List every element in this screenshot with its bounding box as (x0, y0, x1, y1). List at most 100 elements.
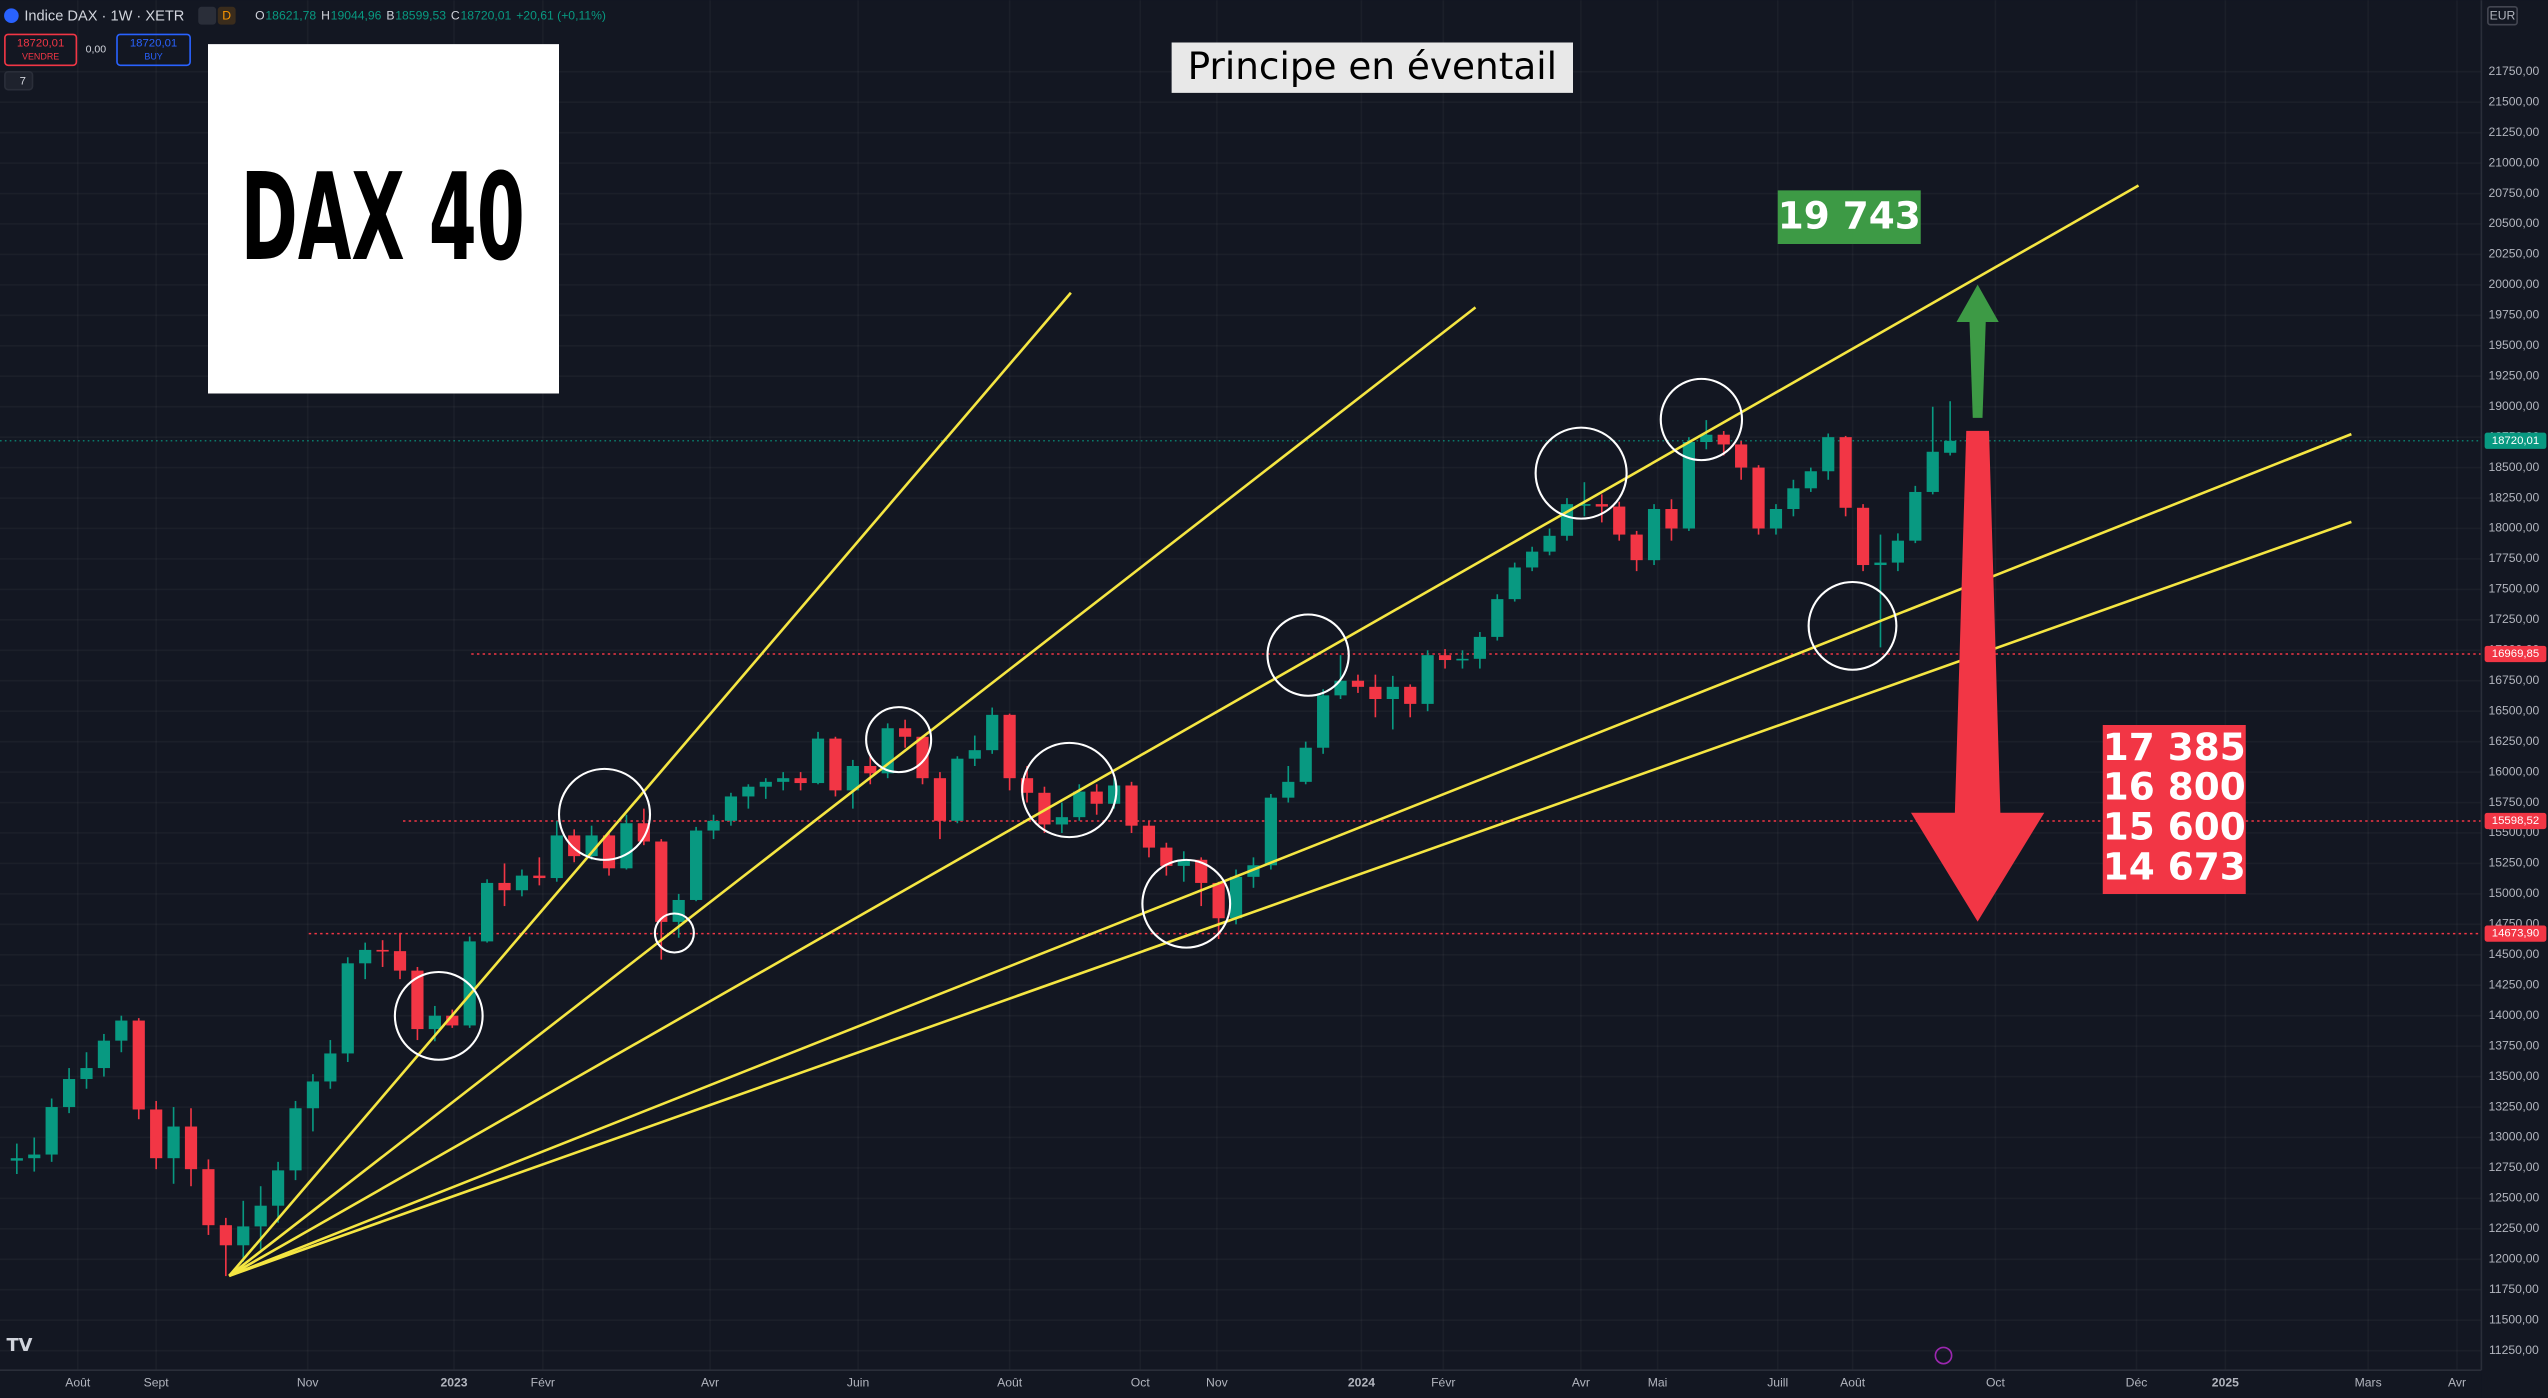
level-label-box (2484, 645, 2547, 663)
ohlc-key: B (386, 9, 394, 23)
candle-body (324, 1053, 337, 1082)
y-tick-label: 19750,00 (2488, 308, 2539, 322)
event-icon[interactable] (1934, 1346, 1953, 1365)
y-tick-label: 21250,00 (2488, 125, 2539, 139)
candle-body (1595, 504, 1608, 507)
y-tick-label: 16000,00 (2488, 764, 2539, 778)
candle-body (1630, 534, 1643, 561)
candle-body (1438, 655, 1452, 661)
x-tick-label: Nov (297, 1375, 320, 1389)
candle-body (637, 823, 650, 842)
toggle[interactable] (198, 6, 217, 25)
candle-body (1195, 859, 1208, 883)
last-price-label: 18720,01 (2492, 435, 2539, 447)
candle-body (132, 1020, 145, 1110)
x-tick-label: Mai (1648, 1375, 1668, 1389)
currency-box[interactable] (2487, 5, 2518, 26)
indicators-box[interactable] (4, 70, 34, 91)
candle-body (1891, 540, 1904, 563)
candle-body (899, 728, 912, 737)
y-tick-label: 12250,00 (2488, 1221, 2539, 1235)
y-tick-label: 21000,00 (2488, 155, 2539, 169)
candle-body (759, 781, 772, 787)
y-tick-label: 19250,00 (2488, 368, 2539, 382)
candle-body (1229, 876, 1243, 919)
candle-body (916, 736, 929, 779)
y-tick-label: 16500,00 (2488, 703, 2539, 717)
circle (865, 706, 933, 774)
title-box (1171, 42, 1573, 93)
buy-label[interactable]: BUY (144, 51, 162, 61)
candle-body (515, 875, 529, 891)
up-arrow (1956, 284, 1999, 418)
buy-price[interactable]: 18720,01 (130, 37, 177, 49)
sell-label[interactable]: VENDRE (22, 51, 59, 61)
candle-body (1351, 680, 1365, 687)
buy-button[interactable] (116, 33, 191, 67)
y-tick-label: 12750,00 (2488, 1160, 2539, 1174)
ohlc-key: C (451, 9, 460, 23)
y-tick-label: 17250,00 (2488, 612, 2539, 626)
y-tick-label: 20500,00 (2488, 216, 2539, 230)
candle-body (794, 778, 807, 784)
y-tick-label: 20000,00 (2488, 277, 2539, 291)
circle (1266, 613, 1350, 697)
ohlc-value: 19044,96 (331, 9, 382, 23)
y-tick-label: 11750,00 (2489, 1282, 2539, 1296)
candle-body (1822, 437, 1835, 472)
candles (10, 401, 1957, 1277)
x-tick-label: Mars (2355, 1375, 2382, 1389)
y-tick-label: 21750,00 (2488, 64, 2539, 78)
level-label-box (2484, 812, 2547, 830)
candle-body (80, 1068, 93, 1080)
indicators[interactable]: 7 (20, 76, 26, 88)
candle-body (777, 778, 790, 782)
spread: 0,00 (86, 44, 107, 56)
candle-body (1142, 825, 1156, 848)
candle-body (951, 758, 964, 821)
symbol[interactable]: Indice DAX · 1W · XETR (24, 8, 184, 24)
candle-body (1752, 467, 1765, 529)
x-tick-label: 2024 (1348, 1375, 1375, 1389)
logo-text: DAX 40 (241, 148, 525, 288)
y-tick-label: 14500,00 (2488, 947, 2539, 961)
levels (0, 440, 2482, 935)
candle-body (150, 1109, 163, 1159)
symbol-icon (4, 8, 19, 23)
currency[interactable]: EUR (2490, 9, 2516, 23)
level-label: 15598,52 (2492, 815, 2539, 827)
candle-body (533, 875, 546, 879)
chart-title: Principe en éventail (1188, 44, 1557, 88)
fan-line (228, 432, 2352, 1278)
candle-body (45, 1107, 58, 1155)
x-tick-label: Août (1840, 1375, 1866, 1389)
fan-line (228, 520, 2352, 1278)
candle-body (393, 951, 407, 971)
x-tick-label: 2023 (440, 1375, 467, 1389)
candle-body (1665, 509, 1678, 529)
candle-body (1473, 636, 1486, 659)
sell-button[interactable] (4, 33, 78, 67)
candle-body (1578, 504, 1591, 506)
candle-body (1717, 434, 1730, 445)
candle-body (202, 1169, 215, 1226)
candle-body (359, 949, 372, 964)
candle-body (1804, 471, 1817, 489)
circle (393, 970, 484, 1061)
candle-body (1700, 434, 1713, 443)
candle-body (620, 823, 633, 869)
y-tick-label: 14000,00 (2488, 1008, 2539, 1022)
sell-price[interactable]: 18720,01 (17, 37, 64, 49)
fan-lines (228, 184, 2352, 1278)
candle-body (1491, 599, 1504, 637)
candle-body (1264, 797, 1277, 866)
badge-box (217, 6, 236, 25)
candle-body (1090, 791, 1103, 804)
circle (1021, 741, 1118, 839)
y-tick-label: 17750,00 (2488, 551, 2539, 565)
x-tick-label: Sept (144, 1375, 170, 1389)
candle-body (742, 786, 755, 797)
candle-body (1212, 882, 1225, 919)
